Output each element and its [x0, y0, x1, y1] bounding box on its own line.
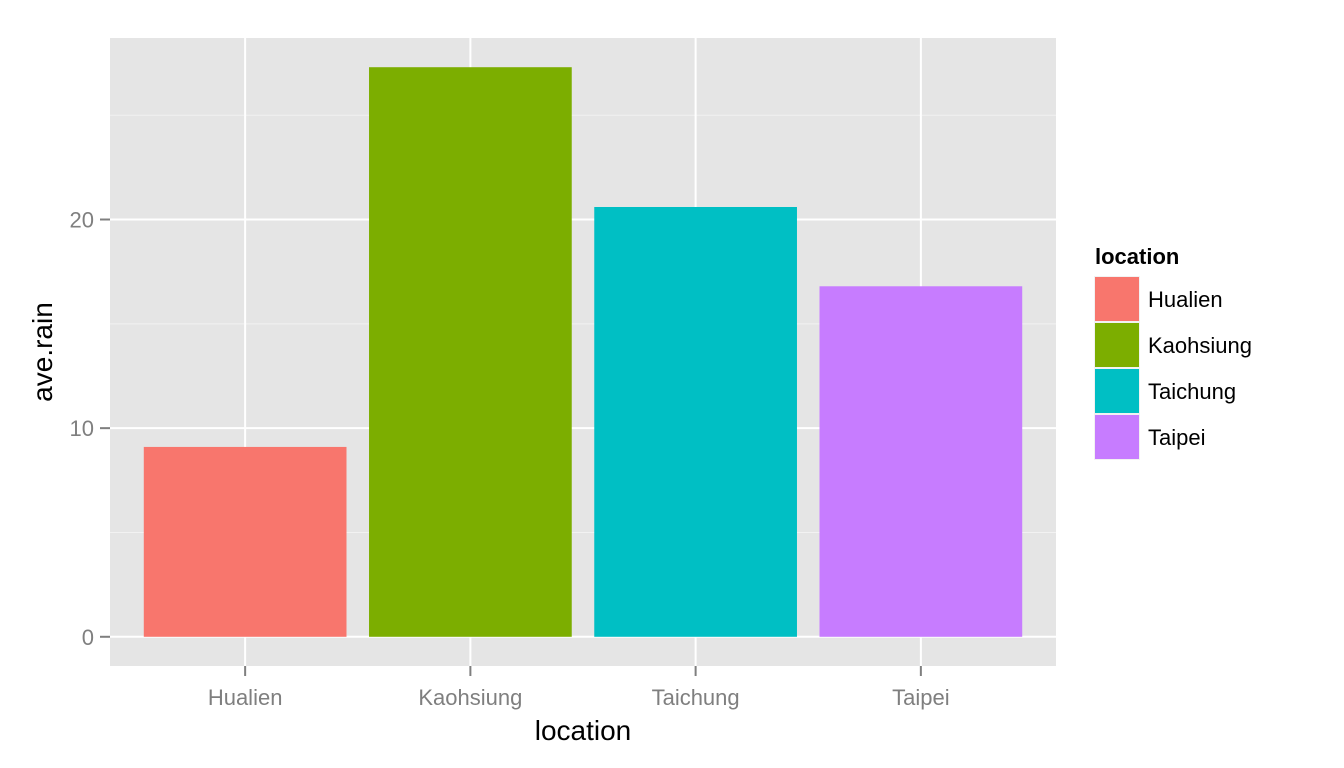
x-tick-label: Hualien [208, 685, 283, 710]
legend: location Hualien Kaohsiung Taichung Taipei [1094, 244, 1252, 460]
legend-swatch-taipei [1095, 415, 1139, 459]
bar-taichung [594, 206, 797, 637]
y-axis: 0 10 20 [70, 208, 110, 650]
y-axis-title: ave.rain [27, 302, 58, 402]
bars [143, 67, 1023, 637]
legend-items: Hualien Kaohsiung Taichung Taipei [1094, 276, 1252, 460]
legend-swatch-taichung [1095, 369, 1139, 413]
x-axis: Hualien Kaohsiung Taichung Taipei [208, 666, 950, 710]
legend-label-kaohsiung: Kaohsiung [1148, 333, 1252, 358]
y-tick-label: 20 [70, 208, 94, 233]
y-tick-label: 0 [82, 625, 94, 650]
x-tick-label: Taichung [652, 685, 740, 710]
legend-label-hualien: Hualien [1148, 287, 1223, 312]
y-tick-label: 10 [70, 416, 94, 441]
x-axis-title: location [535, 715, 632, 746]
legend-swatch-hualien [1095, 277, 1139, 321]
legend-swatch-kaohsiung [1095, 323, 1139, 367]
bar-kaohsiung [369, 67, 572, 637]
bar-hualien [143, 446, 347, 637]
x-tick-label: Taipei [892, 685, 949, 710]
x-tick-label: Kaohsiung [418, 685, 522, 710]
bar-taipei [819, 286, 1023, 637]
legend-label-taichung: Taichung [1148, 379, 1236, 404]
legend-title: location [1095, 244, 1179, 269]
legend-label-taipei: Taipei [1148, 425, 1205, 450]
